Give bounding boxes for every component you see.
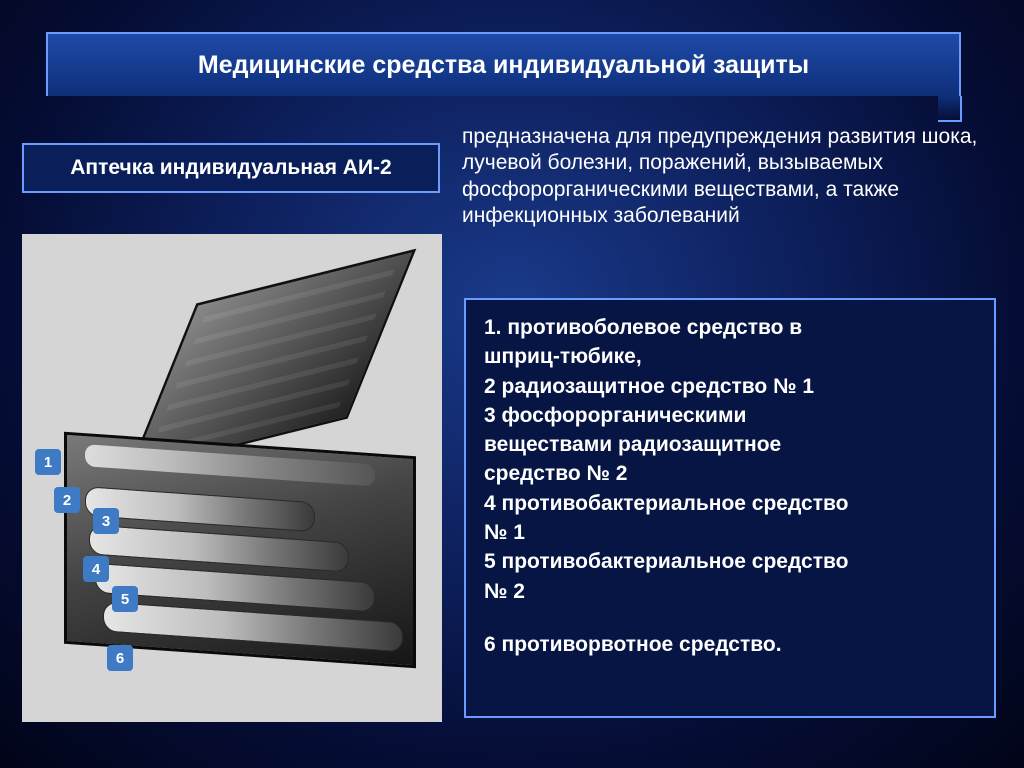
list-item-2: 2 радиозащитное средство № 1: [484, 373, 978, 400]
callout-badge-4: 4: [83, 556, 109, 582]
title-banner: Медицинские средства индивидуальной защи…: [46, 32, 961, 96]
subtitle-text: Аптечка индивидуальная АИ-2: [70, 156, 391, 180]
kit-base: [64, 432, 416, 669]
kit-illustration: [22, 234, 442, 722]
list-item-1a: 1. противоболевое средство в: [484, 314, 978, 341]
callout-badge-6: 6: [107, 645, 133, 671]
list-item-4b: № 1: [484, 519, 978, 546]
list-item-3c: средство № 2: [484, 460, 978, 487]
page-title: Медицинские средства индивидуальной защи…: [198, 51, 809, 80]
callout-badge-5: 5: [112, 586, 138, 612]
list-item-3a: 3 фосфорорганическими: [484, 402, 978, 429]
callout-badge-3: 3: [93, 508, 119, 534]
description-text: предназначена для предупреждения развити…: [462, 124, 992, 229]
subtitle-box: Аптечка индивидуальная АИ-2: [22, 143, 440, 193]
list-item-5a: 5 противобактериальное средство: [484, 548, 978, 575]
list-item-4a: 4 противобактериальное средство: [484, 490, 978, 517]
contents-list: 1. противоболевое средство в шприц-тюбик…: [464, 298, 996, 718]
list-item-1b: шприц-тюбике,: [484, 343, 978, 370]
title-corner-ornament: [938, 96, 962, 122]
list-item-5b: № 2: [484, 578, 978, 605]
list-spacer: [484, 607, 978, 629]
list-item-3b: веществами радиозащитное: [484, 431, 978, 458]
kit-tube: [85, 486, 315, 532]
callout-badge-2: 2: [54, 487, 80, 513]
callout-badge-1: 1: [35, 449, 61, 475]
list-item-6: 6 противорвотное средство.: [484, 631, 978, 658]
